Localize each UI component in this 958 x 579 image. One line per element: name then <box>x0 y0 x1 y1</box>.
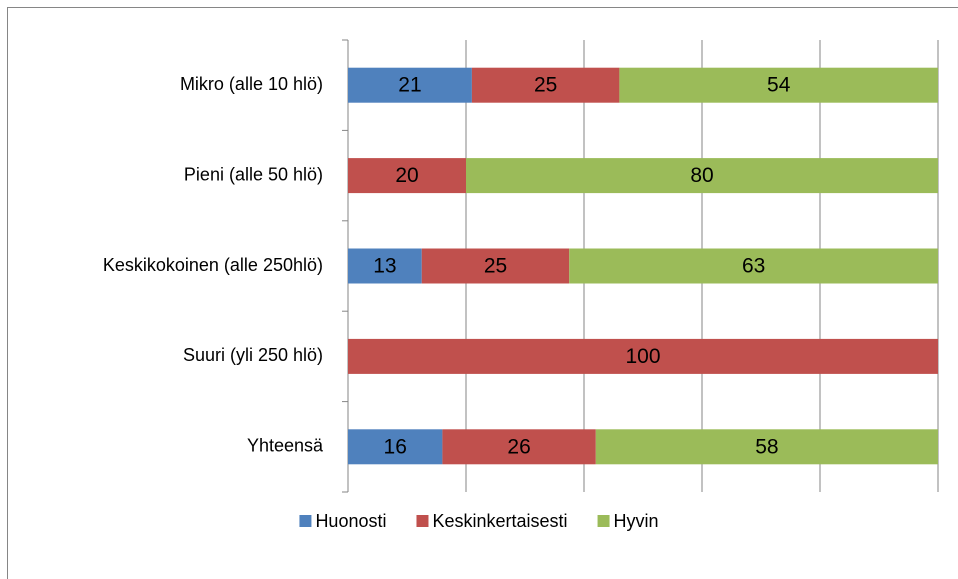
legend-label: Hyvin <box>614 511 659 531</box>
data-label: 20 <box>395 164 418 187</box>
y-tick-label: Yhteensä <box>247 436 324 456</box>
bar-segment <box>619 67 938 103</box>
y-tick-label: Mikro (alle 10 hlö) <box>180 74 323 94</box>
data-label: 100 <box>625 345 660 368</box>
data-label: 16 <box>384 435 407 458</box>
data-label: 21 <box>398 74 421 97</box>
data-label: 25 <box>534 74 557 97</box>
legend-swatch <box>597 515 610 527</box>
bar-segment <box>595 429 938 465</box>
data-label: 25 <box>484 255 507 278</box>
chart-frame <box>7 7 958 579</box>
bar-segment <box>348 429 443 465</box>
data-label: 58 <box>755 435 778 458</box>
bar-segment <box>569 248 938 284</box>
legend-label: Huonosti <box>315 511 386 531</box>
legend-swatch <box>299 515 312 527</box>
bar-segment <box>471 67 620 103</box>
data-label: 80 <box>690 164 713 187</box>
bar-segment <box>442 429 596 465</box>
bar-segment <box>466 158 938 194</box>
data-label: 26 <box>507 435 530 458</box>
y-tick-label: Pieni (alle 50 hlö) <box>184 164 323 184</box>
y-tick-label: Suuri (yli 250 hlö) <box>183 345 323 365</box>
data-label: 13 <box>373 255 396 278</box>
bar-segment <box>348 158 466 194</box>
legend-label: Keskinkertaisesti <box>432 511 567 531</box>
y-tick-label: Keskikokoinen (alle 250hlö) <box>103 255 323 275</box>
data-label: 63 <box>742 255 765 278</box>
bar-segment <box>348 338 938 374</box>
bar-segment <box>421 248 570 284</box>
bar-segment <box>348 67 472 103</box>
bar-segment <box>348 248 422 284</box>
legend-swatch <box>416 515 429 527</box>
data-label: 54 <box>767 74 791 97</box>
